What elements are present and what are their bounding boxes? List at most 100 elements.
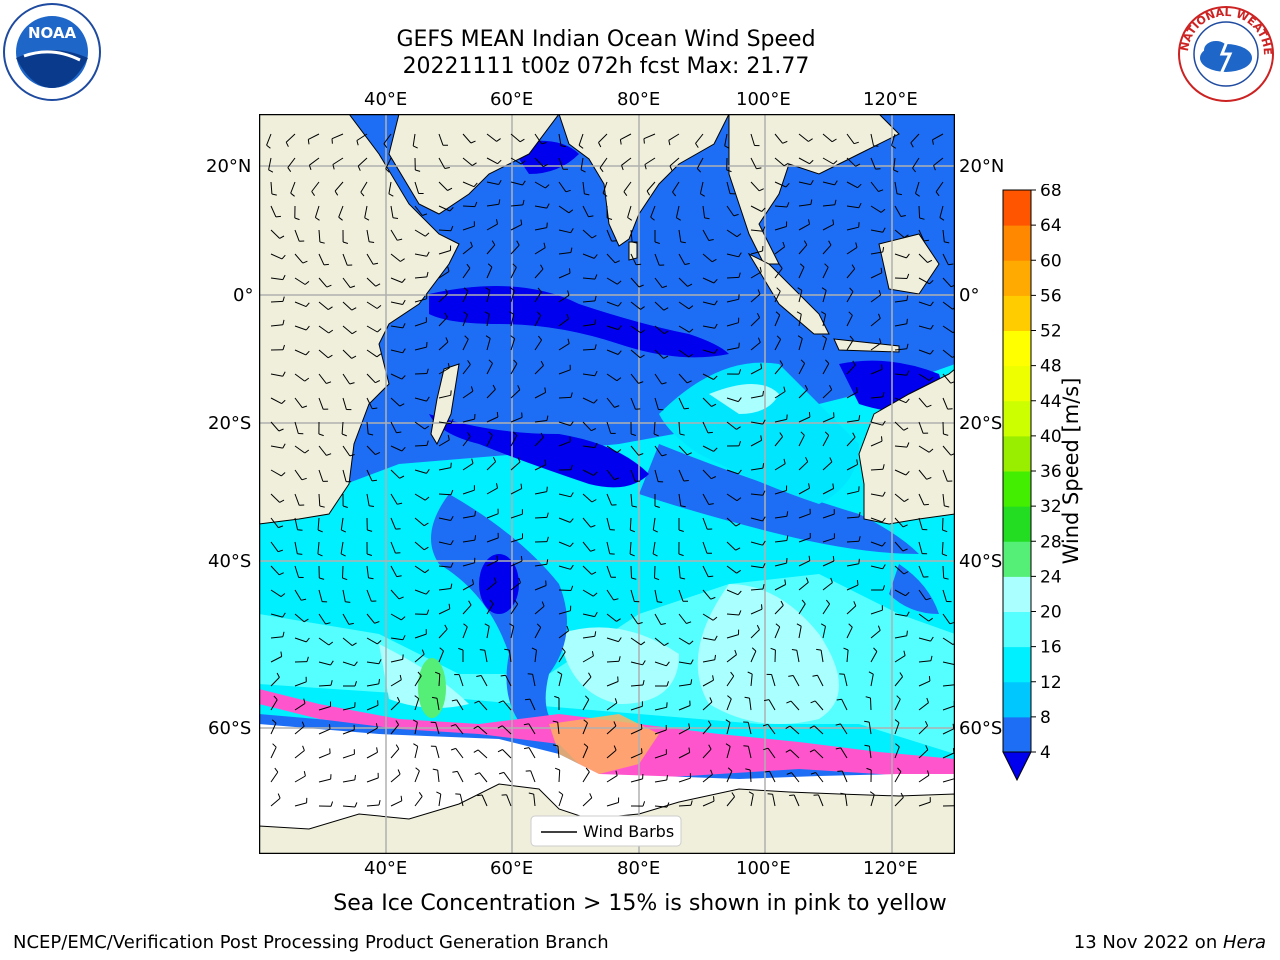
wind-barb-flag	[307, 139, 310, 145]
wind-barb-flag	[712, 675, 714, 681]
wind-barb	[462, 489, 475, 495]
wind-barb	[798, 203, 811, 207]
wind-barb	[678, 397, 685, 410]
colorbar-tick-label: 64	[1040, 216, 1062, 236]
wind-barb	[820, 650, 824, 663]
borneo-land	[878, 233, 940, 295]
wind-barb-flag	[400, 795, 403, 801]
wind-barb-flag	[832, 555, 835, 562]
wind-barb	[918, 445, 930, 453]
wind-barb	[606, 565, 612, 578]
wind-barb	[798, 461, 809, 471]
wind-barb-flag	[378, 799, 381, 806]
calm-zone-equatorial	[429, 286, 729, 358]
wind-barb	[822, 181, 835, 186]
wind-barb	[294, 750, 305, 759]
wind-barb	[510, 267, 517, 279]
wind-barb	[846, 246, 858, 255]
wind-barb-flag	[277, 549, 284, 553]
wind-barb	[894, 771, 902, 783]
wind-barb-flag	[906, 343, 909, 349]
wind-barb	[270, 469, 282, 477]
wind-barb-flag	[654, 505, 660, 508]
wind-barb	[846, 419, 859, 423]
wind-barb-flag	[896, 193, 902, 196]
wind-barb-flag	[558, 791, 564, 795]
wind-barb-flag	[369, 505, 375, 507]
wind-barb	[438, 541, 451, 546]
wind-barb	[894, 746, 900, 759]
wind-barb-flag	[643, 138, 645, 144]
wind-barb	[870, 517, 883, 523]
wind-barb	[822, 389, 833, 399]
wind-barb-flag	[399, 403, 405, 407]
colorbar-tick-label: 16	[1040, 638, 1062, 658]
wind-barb-flag	[873, 647, 878, 652]
wind-barb-flag	[711, 258, 717, 263]
wind-barb	[510, 181, 523, 186]
wind-barb-flag	[858, 536, 861, 542]
wind-barb-flag	[522, 199, 525, 206]
wind-barb-flag	[396, 575, 402, 578]
wind-barb	[270, 677, 280, 687]
wind-barb	[558, 441, 571, 447]
wind-barb	[510, 461, 521, 471]
wind-barb-flag	[786, 414, 788, 420]
wind-barb-flag	[882, 247, 885, 253]
wind-barb	[894, 541, 904, 552]
wind-barb	[623, 181, 632, 192]
wind-barb	[534, 563, 547, 567]
wind-barb-flag	[397, 502, 403, 505]
wind-barb	[771, 674, 776, 687]
wind-barb-flag	[780, 600, 784, 606]
wind-barb-flag	[276, 672, 280, 678]
wind-barb	[894, 299, 907, 303]
wind-barb	[582, 181, 585, 194]
wind-barb-flag	[543, 163, 549, 168]
wind-barb-flag	[857, 183, 862, 189]
wind-barb-flag	[396, 696, 401, 702]
wind-barb-flag	[281, 472, 286, 477]
wind-barb-flag	[413, 743, 418, 747]
wind-barb	[750, 421, 763, 425]
wind-barb-flag	[450, 562, 454, 568]
wind-barb	[318, 728, 331, 735]
lat-label-right-60s: 60°S	[959, 718, 1003, 739]
wind-barb-flag	[590, 524, 596, 528]
wind-barb-flag	[593, 399, 598, 404]
wind-barb	[317, 541, 320, 554]
wind-barb	[678, 637, 690, 645]
wind-barb-flag	[661, 382, 667, 385]
wind-barb-flag	[463, 311, 468, 316]
wind-barb	[846, 649, 849, 663]
wind-barb	[557, 722, 560, 735]
wind-barb-flag	[517, 457, 521, 463]
wind-barb	[438, 673, 441, 687]
wind-barb-flag	[593, 254, 598, 259]
wind-barb	[270, 373, 283, 377]
wind-barb	[606, 637, 619, 643]
wind-barb	[750, 229, 763, 232]
wind-barb-flag	[375, 283, 381, 287]
wind-barb	[774, 463, 786, 471]
wind-barb-flag	[785, 182, 790, 188]
wind-barb-flag	[561, 647, 566, 653]
wind-barb-flag	[660, 623, 666, 625]
lat-label-left-60s: 60°S	[208, 718, 252, 739]
wind-barb-flag	[500, 674, 506, 677]
wind-barb	[894, 517, 904, 528]
wind-barb	[534, 491, 547, 495]
wind-barb-flag	[783, 386, 786, 392]
wind-barb-flag	[902, 548, 908, 552]
wind-barb	[558, 318, 569, 327]
wind-barb-flag	[906, 318, 908, 324]
wind-barb	[846, 157, 856, 167]
wind-barb-flag	[627, 217, 633, 221]
wind-barb	[266, 133, 272, 146]
wind-barb	[629, 517, 632, 531]
wind-barb	[558, 517, 571, 523]
wind-barb	[702, 613, 714, 621]
wind-barb-flag	[560, 145, 566, 148]
wind-barb	[366, 421, 369, 434]
wind-barb-flag	[554, 695, 560, 699]
